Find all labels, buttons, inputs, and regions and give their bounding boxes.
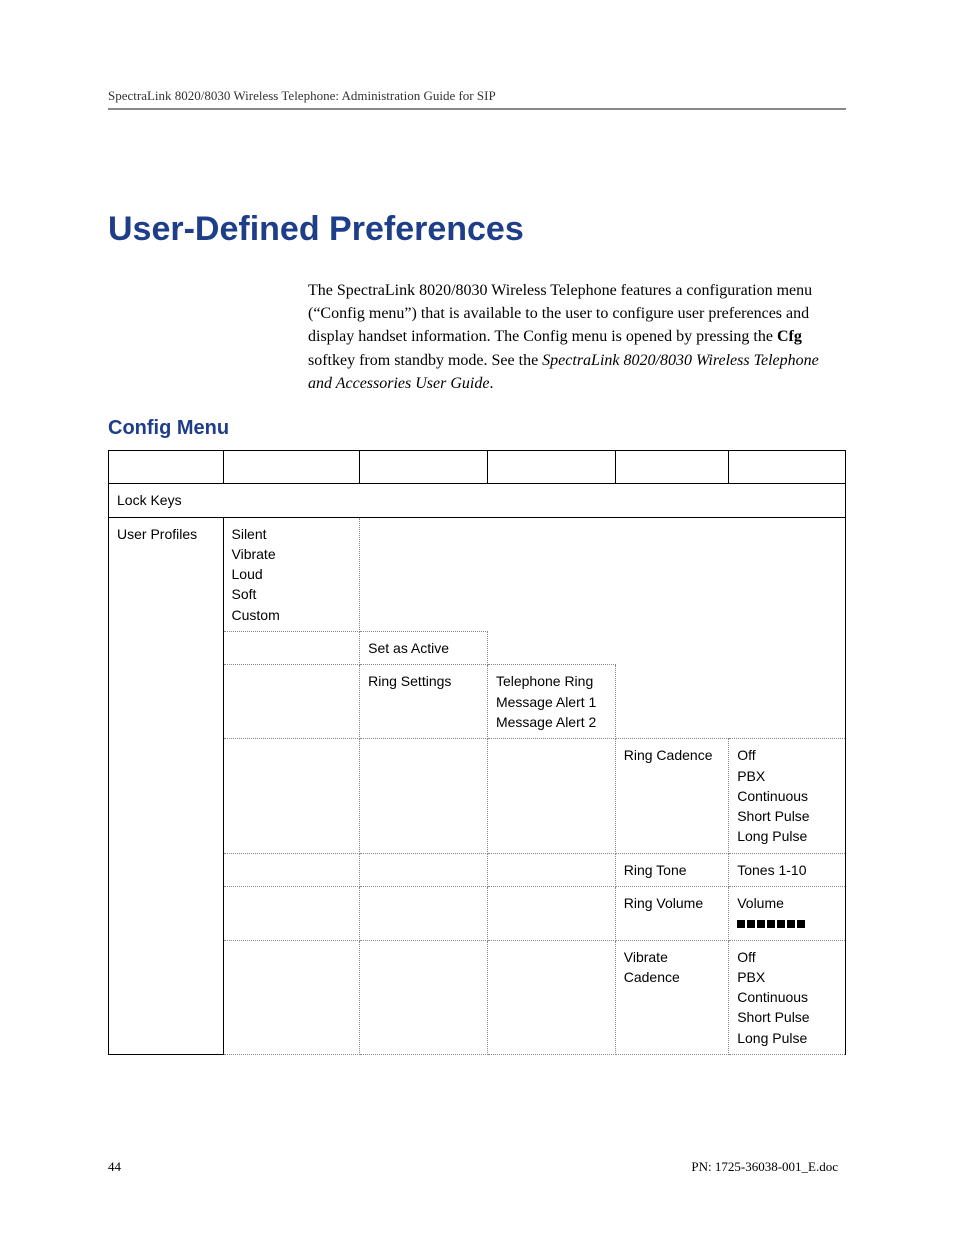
profile-vibrate: Vibrate xyxy=(232,546,276,562)
message-alert-2: Message Alert 2 xyxy=(496,714,596,730)
table-cell xyxy=(487,853,615,886)
ring-volume-label: Ring Volume xyxy=(615,886,728,940)
table-cell xyxy=(729,632,846,665)
page-header: SpectraLink 8020/8030 Wireless Telephone… xyxy=(108,88,846,110)
table-cell xyxy=(360,886,488,940)
ring-cadence-options: Off PBX Continuous Short Pulse Long Puls… xyxy=(729,739,846,853)
table-cell xyxy=(487,450,615,483)
profile-silent: Silent xyxy=(232,526,267,542)
table-cell xyxy=(729,517,846,631)
table-cell xyxy=(615,450,728,483)
ring-cadence-label: Ring Cadence xyxy=(615,739,728,853)
table-cell xyxy=(487,940,615,1054)
cadence-long-pulse: Long Pulse xyxy=(737,828,807,844)
vibrate-cadence-options: Off PBX Continuous Short Pulse Long Puls… xyxy=(729,940,846,1054)
table-cell xyxy=(729,450,846,483)
vib-long-pulse: Long Pulse xyxy=(737,1030,807,1046)
doc-id: PN: 1725-36038-001_E.doc xyxy=(691,1159,838,1175)
table-cell xyxy=(360,739,488,853)
table-cell xyxy=(223,853,360,886)
profile-custom: Custom xyxy=(232,607,280,623)
vib-continuous: Continuous xyxy=(737,989,808,1005)
intro-paragraph: The SpectraLink 8020/8030 Wireless Telep… xyxy=(308,279,846,395)
table-cell xyxy=(223,665,360,739)
table-cell xyxy=(360,853,488,886)
message-alert-1: Message Alert 1 xyxy=(496,694,596,710)
table-cell xyxy=(729,665,846,739)
profile-soft: Soft xyxy=(232,586,257,602)
cfg-softkey-label: Cfg xyxy=(777,328,802,345)
volume-bar-icon xyxy=(737,915,807,931)
cadence-continuous: Continuous xyxy=(737,788,808,804)
intro-text-b: softkey from standby mode. See the xyxy=(308,352,542,369)
page-title: User-Defined Preferences xyxy=(108,210,846,249)
table-cell xyxy=(487,632,615,665)
table-cell xyxy=(360,450,488,483)
ring-settings-cell: Ring Settings xyxy=(360,665,488,739)
table-cell xyxy=(360,940,488,1054)
config-menu-heading: Config Menu xyxy=(108,417,846,440)
vib-off: Off xyxy=(737,949,755,965)
config-menu-table: Lock Keys User Profiles Silent Vibrate L… xyxy=(108,450,846,1055)
volume-label: Volume xyxy=(737,895,784,911)
table-cell xyxy=(615,665,728,739)
table-cell xyxy=(487,739,615,853)
profile-list-cell: Silent Vibrate Loud Soft Custom xyxy=(223,517,360,631)
ring-volume-cell: Volume xyxy=(729,886,846,940)
table-cell xyxy=(223,739,360,853)
table-cell xyxy=(487,886,615,940)
set-as-active-cell: Set as Active xyxy=(360,632,488,665)
user-profiles-cell: User Profiles xyxy=(109,517,224,1055)
document-page: SpectraLink 8020/8030 Wireless Telephone… xyxy=(0,0,954,1235)
table-cell xyxy=(223,632,360,665)
table-cell xyxy=(223,940,360,1054)
ring-options-cell: Telephone Ring Message Alert 1 Message A… xyxy=(487,665,615,739)
vibrate-cadence-label: Vibrate Cadence xyxy=(615,940,728,1054)
intro-text-c: . xyxy=(489,375,493,392)
table-cell xyxy=(487,517,615,631)
profile-loud: Loud xyxy=(232,566,263,582)
lock-keys-row: Lock Keys xyxy=(109,484,846,517)
cadence-off: Off xyxy=(737,747,755,763)
table-cell xyxy=(109,450,224,483)
table-cell xyxy=(223,886,360,940)
ring-tone-options: Tones 1-10 xyxy=(729,853,846,886)
vib-short-pulse: Short Pulse xyxy=(737,1009,809,1025)
table-cell xyxy=(360,517,488,631)
page-number: 44 xyxy=(108,1159,121,1175)
table-cell xyxy=(223,450,360,483)
vib-pbx: PBX xyxy=(737,969,765,985)
intro-text-a: The SpectraLink 8020/8030 Wireless Telep… xyxy=(308,282,812,345)
ring-tone-label: Ring Tone xyxy=(615,853,728,886)
table-cell xyxy=(615,632,728,665)
telephone-ring: Telephone Ring xyxy=(496,673,593,689)
page-footer: 44 PN: 1725-36038-001_E.doc xyxy=(108,1159,838,1175)
table-cell xyxy=(615,517,728,631)
cadence-pbx: PBX xyxy=(737,768,765,784)
cadence-short-pulse: Short Pulse xyxy=(737,808,809,824)
